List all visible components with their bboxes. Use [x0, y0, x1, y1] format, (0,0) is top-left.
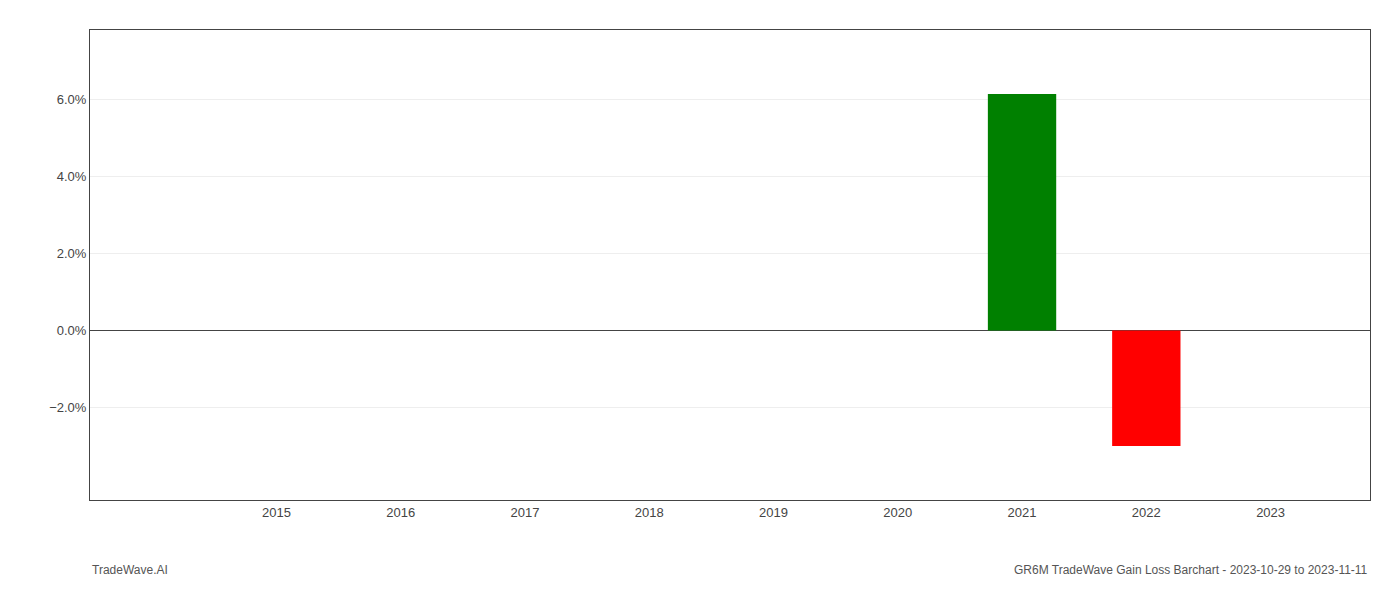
svg-text:4.0%: 4.0%: [57, 169, 87, 184]
svg-text:2017: 2017: [510, 505, 539, 520]
svg-text:2.0%: 2.0%: [57, 246, 87, 261]
svg-text:2020: 2020: [883, 505, 912, 520]
svg-text:GR6M TradeWave Gain Loss Barch: GR6M TradeWave Gain Loss Barchart - 2023…: [1014, 563, 1368, 577]
svg-text:TradeWave.AI: TradeWave.AI: [92, 563, 168, 577]
svg-text:2023: 2023: [1256, 505, 1285, 520]
svg-text:−2.0%: −2.0%: [49, 400, 87, 415]
svg-text:2022: 2022: [1132, 505, 1161, 520]
svg-text:2015: 2015: [262, 505, 291, 520]
svg-text:0.0%: 0.0%: [57, 323, 87, 338]
svg-text:2019: 2019: [759, 505, 788, 520]
svg-text:2016: 2016: [386, 505, 415, 520]
svg-text:2018: 2018: [635, 505, 664, 520]
svg-text:6.0%: 6.0%: [57, 92, 87, 107]
svg-text:2021: 2021: [1008, 505, 1037, 520]
